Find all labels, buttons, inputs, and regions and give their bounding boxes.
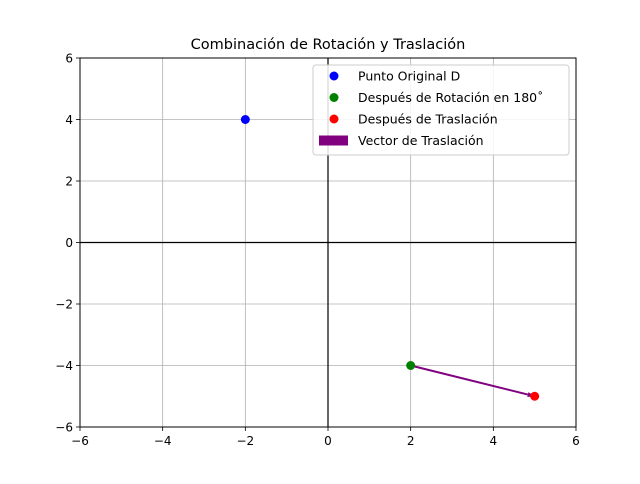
legend-label: Después de Rotación en 180˚ bbox=[358, 90, 543, 105]
legend: Punto Original D Después de Rotación en 1… bbox=[312, 64, 570, 156]
plot-data bbox=[240, 115, 540, 401]
data-point bbox=[530, 391, 540, 401]
x-tick-label: 6 bbox=[572, 434, 580, 448]
legend-box bbox=[312, 64, 570, 156]
x-tick-label: 2 bbox=[407, 434, 415, 448]
y-tick-label: −4 bbox=[55, 359, 73, 373]
y-tick-label: 2 bbox=[65, 175, 73, 189]
y-tick-label: −6 bbox=[55, 421, 73, 435]
y-tick-label: 6 bbox=[65, 52, 73, 66]
y-tick-label: −2 bbox=[55, 298, 73, 312]
translation-vector-arrow bbox=[410, 364, 529, 396]
data-point bbox=[406, 361, 416, 370]
x-tick-label: −2 bbox=[236, 434, 254, 448]
x-tick-label: −6 bbox=[71, 434, 89, 448]
x-tick-label: 0 bbox=[324, 434, 332, 448]
y-tick-label: 4 bbox=[65, 113, 73, 127]
y-tick-label: 0 bbox=[65, 236, 73, 250]
chart-title: Combinación de Rotación y Traslación bbox=[191, 37, 466, 53]
legend-marker bbox=[329, 93, 339, 102]
x-tick-label: −4 bbox=[154, 434, 172, 448]
x-tick-label: 4 bbox=[490, 434, 498, 448]
legend-label: Después de Traslación bbox=[358, 112, 498, 127]
legend-patch bbox=[319, 135, 348, 146]
legend-label: Vector de Traslación bbox=[358, 133, 484, 148]
tick-labels: −6 −4 −2 0 2 4 6 −6 −4 −2 0 2 4 6 bbox=[55, 52, 580, 449]
legend-label: Punto Original D bbox=[358, 69, 460, 84]
legend-marker bbox=[329, 71, 339, 81]
data-point bbox=[240, 115, 250, 124]
legend-marker bbox=[329, 114, 339, 124]
